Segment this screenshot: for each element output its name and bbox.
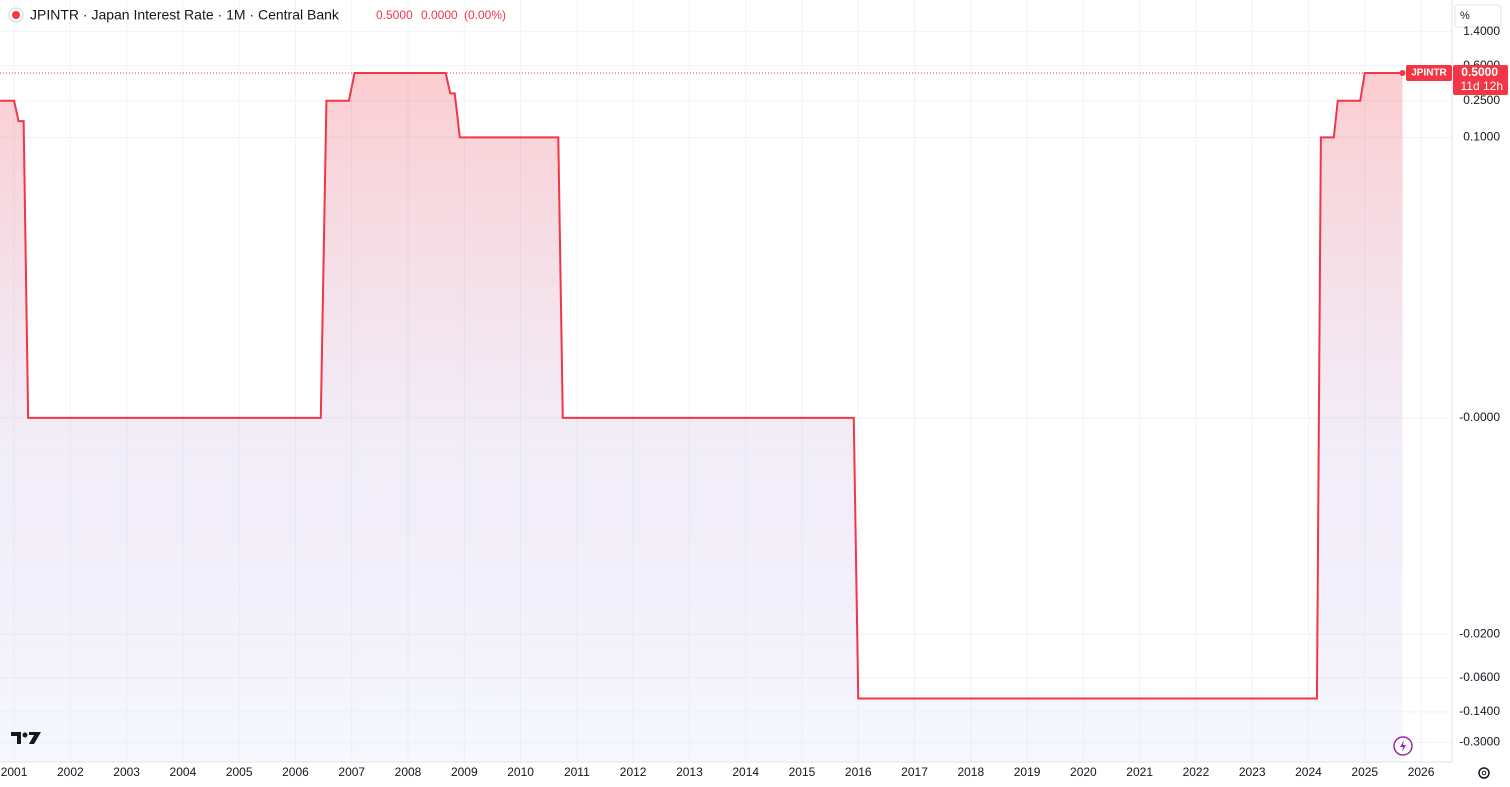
price-label-name: JPINTR — [1411, 68, 1447, 79]
change-pct: (0.00%) — [464, 8, 506, 22]
symbol-dot — [12, 11, 20, 19]
change: 0.0000 — [421, 8, 458, 22]
x-tick-label: 2013 — [676, 765, 703, 779]
scale-button[interactable] — [1454, 4, 1502, 28]
x-tick-label: 2004 — [170, 765, 197, 779]
x-tick-label: 2011 — [564, 765, 590, 779]
logo-part — [22, 732, 28, 738]
x-tick-label: 2023 — [1239, 765, 1266, 779]
scale-button-label[interactable]: % — [1460, 10, 1470, 22]
y-tick-label: 0.1000 — [1463, 129, 1500, 143]
logo-part — [11, 732, 21, 744]
price-label-value: 0.5000 — [1461, 65, 1498, 79]
x-tick-label: 2020 — [1070, 765, 1097, 779]
y-tick-label: -0.0600 — [1459, 670, 1500, 684]
x-tick-label: 2025 — [1351, 765, 1378, 779]
x-tick-label: 2001 — [1, 765, 28, 779]
x-tick-label: 2019 — [1014, 765, 1041, 779]
gear-icon — [1478, 767, 1490, 779]
x-tick-label: 2026 — [1408, 765, 1435, 779]
y-tick-label: 1.4000 — [1463, 24, 1500, 38]
y-tick-label: -0.0000 — [1459, 410, 1500, 424]
x-tick-label: 2012 — [620, 765, 647, 779]
last-point — [1399, 69, 1406, 76]
x-tick-label: 2024 — [1295, 765, 1322, 779]
x-tick-label: 2018 — [957, 765, 984, 779]
y-tick-label: -0.0200 — [1459, 626, 1500, 640]
x-tick-label: 2017 — [901, 765, 928, 779]
y-tick-label: -0.3000 — [1459, 735, 1500, 749]
x-tick-label: 2014 — [732, 765, 759, 779]
y-tick-label: 0.2500 — [1463, 93, 1500, 107]
settings-button[interactable] — [1478, 767, 1490, 779]
x-tick-label: 2005 — [226, 765, 253, 779]
x-tick-label: 2007 — [338, 765, 365, 779]
price-label-name-bg — [1406, 64, 1452, 81]
price-label-bg — [1453, 64, 1508, 95]
last-value: 0.5000 — [376, 8, 413, 22]
x-tick-label: 2009 — [451, 765, 478, 779]
gear-icon — [1481, 770, 1487, 776]
x-tick-label: 2016 — [845, 765, 872, 779]
price-label-countdown: 11d 12h — [1461, 79, 1504, 93]
lightning-icon — [1400, 740, 1406, 752]
line — [0, 71, 1403, 700]
x-tick-label: 2015 — [789, 765, 816, 779]
x-tick-label: 2022 — [1183, 765, 1210, 779]
x-tick-label: 2021 — [1126, 765, 1153, 779]
x-tick-label: 2003 — [113, 765, 140, 779]
x-tick-label: 2008 — [395, 765, 422, 779]
logo-part — [29, 732, 41, 744]
x-tick-label: 2006 — [282, 765, 309, 779]
symbol-title[interactable]: JPINTR · Japan Interest Rate · 1M · Cent… — [30, 7, 340, 23]
logo[interactable] — [11, 732, 41, 744]
x-tick-label: 2010 — [507, 765, 534, 779]
area-fill — [0, 72, 1403, 762]
y-tick-label: -0.1400 — [1459, 704, 1500, 718]
x-tick-label: 2002 — [57, 765, 84, 779]
